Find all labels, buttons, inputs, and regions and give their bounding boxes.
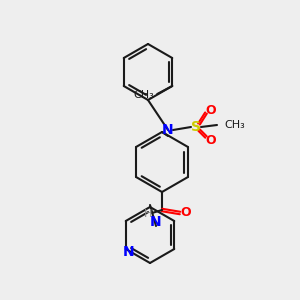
Text: N: N: [162, 123, 174, 137]
Text: H: H: [144, 209, 152, 219]
Text: O: O: [206, 103, 216, 116]
Text: S: S: [191, 120, 201, 134]
Text: N: N: [150, 215, 162, 229]
Text: O: O: [206, 134, 216, 146]
Text: O: O: [181, 206, 191, 220]
Text: N: N: [123, 245, 135, 259]
Text: CH₃: CH₃: [224, 120, 245, 130]
Text: CH₃: CH₃: [134, 90, 154, 100]
